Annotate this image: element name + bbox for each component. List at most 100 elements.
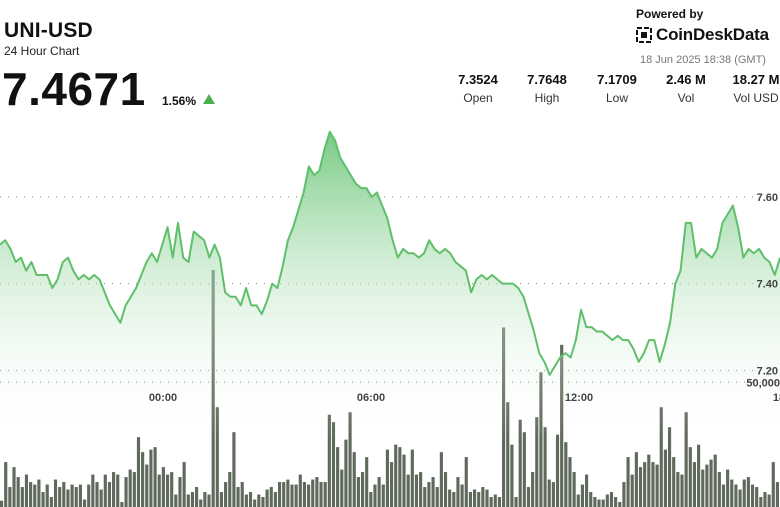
powered-by-label: Powered by (636, 7, 704, 21)
volume-bar (721, 484, 726, 507)
volume-bar (398, 447, 402, 507)
price-line (0, 130, 780, 376)
volume-bar (755, 487, 759, 507)
volume-bar (128, 469, 132, 507)
volume-bar (336, 447, 340, 507)
volume-bar (564, 442, 568, 507)
volume-bar (302, 482, 307, 507)
volume-bar (165, 474, 170, 507)
volume-bar (638, 467, 643, 507)
volume-bar (431, 477, 435, 507)
volume-bar (315, 477, 319, 507)
volume-bar (236, 487, 240, 507)
volume-bar (253, 499, 257, 507)
volume-bar (601, 499, 605, 507)
volume-bar (203, 492, 207, 507)
volume-bar (24, 474, 29, 507)
volume-bar (269, 487, 273, 507)
volume-bar (771, 462, 775, 507)
volume-bar (659, 407, 663, 507)
volume-bar (4, 462, 8, 507)
stat-low-value: 7.1709 (597, 72, 637, 87)
volume-bar (713, 454, 717, 507)
volume-bar (282, 482, 286, 507)
x-tick-label: 18:00 (773, 392, 780, 404)
volume-bar (145, 464, 149, 507)
y-tick-label: 7.60 (757, 192, 778, 204)
stat-open: 7.3524 Open (438, 72, 518, 105)
volume-bar (215, 407, 219, 507)
volume-bar (697, 444, 701, 507)
volume-bar (82, 499, 87, 507)
volume-bar (290, 484, 294, 507)
volume-bar (734, 484, 738, 507)
volume-bar (190, 492, 194, 507)
volume-bar (460, 484, 464, 507)
volume-bar (423, 487, 427, 507)
volume-bar (62, 482, 66, 507)
stat-open-label: Open (463, 91, 493, 105)
volume-bar (543, 427, 547, 507)
volume-bar (614, 497, 618, 507)
volume-bar (20, 487, 24, 507)
current-price: 7.4671 (2, 63, 146, 115)
volume-bar (327, 414, 331, 507)
volume-bar (356, 477, 360, 507)
volume-bar (228, 472, 232, 507)
volume-bar (307, 484, 311, 507)
volume-bar (141, 452, 145, 507)
volume-bar (663, 449, 667, 507)
volume-bar (394, 444, 398, 507)
volume-bar (33, 484, 37, 507)
chart-subtitle: 24 Hour Chart (4, 44, 80, 58)
volume-bar (688, 447, 692, 507)
volume-bar (99, 489, 103, 507)
volume-bar (742, 479, 746, 507)
stat-high-value: 7.7648 (527, 72, 567, 87)
volume-bar (605, 494, 609, 507)
volume-bar (45, 484, 49, 507)
volume-bar (232, 432, 236, 507)
volume-bar (381, 484, 385, 507)
ticker-symbol: UNI-USD (4, 19, 93, 42)
price-change-percent: 1.56% (162, 94, 197, 108)
volume-bar (298, 474, 302, 507)
volume-bar (497, 497, 502, 507)
volume-bar (365, 457, 369, 507)
volume-bar (456, 477, 460, 507)
volume-bar (468, 492, 472, 507)
stat-vol-usd: 18.27 M Vol USD (716, 72, 780, 105)
volume-bar (323, 482, 327, 507)
volume-bar (49, 497, 53, 507)
volume-bar (726, 469, 730, 507)
volume-bar (286, 479, 290, 507)
volume-bar (472, 489, 477, 507)
volume-bar (261, 497, 265, 507)
volume-bar (373, 484, 377, 507)
volume-bar (340, 469, 344, 507)
volume-bar (622, 482, 626, 507)
volume-bar (277, 482, 282, 507)
volume-bar (331, 422, 336, 507)
volume-bar (477, 492, 481, 507)
volume-bar (182, 462, 186, 507)
volume-bar (95, 482, 99, 507)
volume-bar (651, 462, 655, 507)
volume-bar (120, 502, 124, 507)
volume-bar (352, 452, 356, 507)
coindesk-logo-icon (636, 27, 652, 43)
volume-bar (402, 454, 406, 507)
volume-bar (344, 439, 348, 507)
volume-bar (535, 417, 539, 507)
price-area-fill (0, 131, 780, 440)
volume-bar (419, 472, 423, 507)
timestamp: 18 Jun 2025 18:38 (GMT) (640, 54, 766, 66)
volume-bar (29, 482, 33, 507)
volume-bar (107, 482, 112, 507)
volume-bar (12, 467, 16, 507)
volume-bar (244, 494, 248, 507)
volume-bar (360, 472, 365, 507)
volume-bar (385, 449, 389, 507)
volume-bar (676, 472, 680, 507)
